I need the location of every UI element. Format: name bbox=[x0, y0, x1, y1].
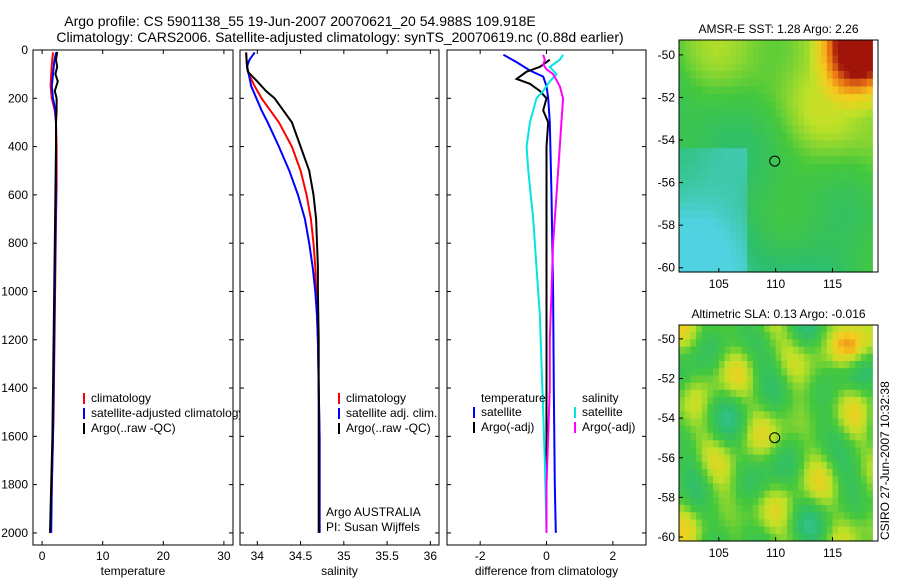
map-field bbox=[679, 325, 873, 542]
figure-title-line1: Argo profile: CS 5901138_55 19-Jun-2007 … bbox=[64, 13, 535, 29]
y-tick-label: 1800 bbox=[1, 478, 28, 492]
float-position-marker bbox=[769, 155, 781, 167]
series-line-salinity-argo-adj- bbox=[542, 54, 565, 533]
y-tick-label: 2000 bbox=[1, 526, 28, 540]
institution-annotation: PI: Susan Wijffels bbox=[326, 520, 420, 534]
y-tick-label: 1600 bbox=[1, 429, 28, 443]
y-tick-label: 400 bbox=[8, 140, 28, 154]
map-frame bbox=[678, 324, 879, 542]
series-line-argo-raw-qc- bbox=[245, 52, 320, 533]
temperature-profile-panel: 0 10 20 30 0 200 400 600 800 1000 1200 1400 1600 1800… bbox=[1, 43, 244, 578]
map-title: Altimetric SLA: 0.13 Argo: -0.016 bbox=[691, 307, 865, 321]
institution-annotation: Argo AUSTRALIA bbox=[326, 505, 421, 519]
y-tick-label: -50 bbox=[658, 332, 676, 346]
x-tick-label: 0 bbox=[543, 549, 550, 563]
x-tick-label: -2 bbox=[475, 549, 486, 563]
plot-frame bbox=[239, 49, 440, 546]
x-tick-label: 10 bbox=[96, 549, 110, 563]
legend-label: Argo(-adj) bbox=[481, 420, 534, 434]
y-tick-label: -58 bbox=[658, 490, 676, 504]
legend-label: Argo(..raw -QC) bbox=[91, 421, 176, 435]
y-tick-label: -52 bbox=[658, 90, 676, 104]
plot-frame bbox=[32, 49, 234, 546]
x-tick-label: 105 bbox=[709, 546, 729, 560]
y-tick-label: -52 bbox=[658, 372, 676, 386]
y-tick-label: -54 bbox=[658, 411, 676, 425]
x-axis-label: difference from climatology bbox=[475, 564, 618, 578]
y-tick-label: -50 bbox=[658, 48, 676, 62]
x-tick-label: 36 bbox=[424, 549, 438, 563]
legend-label: climatology bbox=[346, 391, 406, 405]
legend-label: Argo(-adj) bbox=[582, 420, 635, 434]
x-tick-label: 2 bbox=[609, 549, 616, 563]
map-field bbox=[679, 40, 873, 273]
x-tick-label: 34.5 bbox=[289, 549, 313, 563]
float-position-marker bbox=[769, 432, 781, 444]
y-tick-label: -56 bbox=[658, 176, 676, 190]
y-tick-label: 1400 bbox=[1, 381, 28, 395]
y-tick-label: 200 bbox=[8, 91, 28, 105]
y-tick-label: 1200 bbox=[1, 333, 28, 347]
legend-label: satellite-adjusted climatology bbox=[91, 406, 244, 420]
legend-label: satellite bbox=[582, 405, 623, 419]
legend-label: satellite adj. clim. bbox=[346, 406, 437, 420]
y-tick-label: -60 bbox=[658, 530, 676, 544]
y-tick-label: -60 bbox=[658, 261, 676, 275]
sst-map-panel: AMSR-E SST: 1.28 Argo: 2.26 105 110 115 -50 -… bbox=[658, 22, 879, 291]
x-tick-label: 110 bbox=[766, 277, 785, 291]
y-tick-label: -58 bbox=[658, 218, 676, 232]
y-tick-label: -54 bbox=[658, 133, 676, 147]
x-tick-label: 34 bbox=[251, 549, 265, 563]
y-tick-label: 0 bbox=[21, 43, 28, 57]
legend-group-title: salinity bbox=[582, 391, 619, 405]
credit-label: CSIRO 27-Jun-2007 10:32:38 bbox=[878, 381, 892, 540]
x-tick-label: 115 bbox=[823, 546, 842, 560]
x-axis-label: salinity bbox=[321, 564, 358, 578]
series-line-salinity-satellite bbox=[525, 54, 564, 533]
x-tick-label: 35 bbox=[337, 549, 351, 563]
sla-map-panel: Altimetric SLA: 0.13 Argo: -0.016 105 110 1… bbox=[658, 307, 879, 560]
legend-label: climatology bbox=[91, 391, 151, 405]
figure-title-line2: Climatology: CARS2006. Satellite-adjuste… bbox=[56, 29, 623, 45]
legend-label: satellite bbox=[481, 405, 522, 419]
x-tick-label: 30 bbox=[217, 549, 231, 563]
x-tick-label: 105 bbox=[709, 277, 729, 291]
x-tick-label: 110 bbox=[766, 546, 785, 560]
legend-label: Argo(..raw -QC) bbox=[346, 421, 431, 435]
x-tick-label: 115 bbox=[823, 277, 842, 291]
x-axis-label: temperature bbox=[101, 564, 166, 578]
y-tick-label: 800 bbox=[8, 236, 28, 250]
map-frame bbox=[678, 39, 879, 273]
legend-group-title: temperature bbox=[481, 391, 546, 405]
series-line-argo-raw-qc- bbox=[49, 51, 59, 533]
series-line-temperature-satellite bbox=[502, 53, 557, 533]
series-line-temperature-argo-adj- bbox=[514, 58, 551, 533]
salinity-profile-panel: 34 34.5 35 35.5 36 salinity climatologysatelli… bbox=[239, 49, 440, 578]
map-title: AMSR-E SST: 1.28 Argo: 2.26 bbox=[698, 22, 858, 36]
y-tick-label: 1000 bbox=[1, 284, 28, 298]
x-tick-label: 0 bbox=[39, 549, 46, 563]
x-tick-label: 20 bbox=[157, 549, 171, 563]
y-tick-label: 600 bbox=[8, 188, 28, 202]
x-tick-label: 35.5 bbox=[375, 549, 399, 563]
y-tick-label: -56 bbox=[658, 451, 676, 465]
